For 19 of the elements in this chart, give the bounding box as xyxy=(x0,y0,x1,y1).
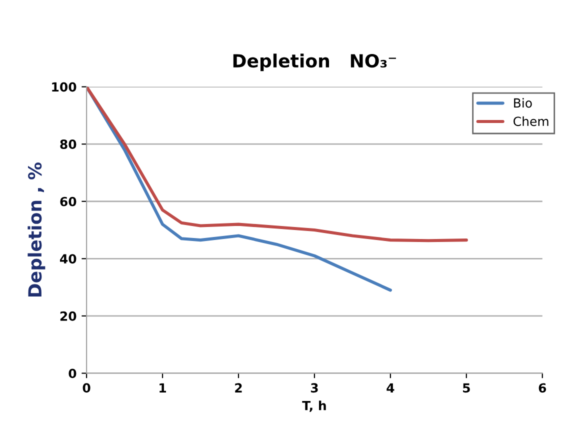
x-tick-label: 6 xyxy=(538,383,546,393)
x-tick-label: 3 xyxy=(310,383,318,393)
legend-label: Bio xyxy=(514,98,532,108)
y-axis-title: Depletion , % xyxy=(28,162,46,296)
y-tick-label: 40 xyxy=(60,254,76,264)
x-tick-label: 1 xyxy=(160,383,166,392)
legend-label: Chem xyxy=(514,116,548,126)
y-tick-label: 60 xyxy=(60,196,76,206)
x-axis-title: T, h xyxy=(302,400,326,412)
y-tick-label: 0 xyxy=(68,368,76,378)
y-tick-label: 20 xyxy=(60,311,76,321)
x-tick-label: 4 xyxy=(386,383,394,392)
y-tick-label: 80 xyxy=(60,140,76,150)
chart-title: Depletion NO₃⁻ xyxy=(233,54,396,72)
x-tick-label: 5 xyxy=(463,383,470,393)
line-series xyxy=(86,86,468,242)
x-tick-label: 0 xyxy=(82,383,90,393)
x-tick-label: 2 xyxy=(235,383,242,392)
y-tick-label: 100 xyxy=(52,82,76,92)
